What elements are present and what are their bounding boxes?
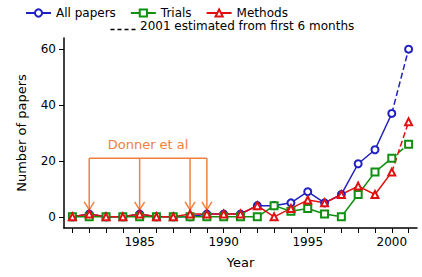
svg-text:All papers: All papers: [56, 6, 116, 20]
svg-text:Year: Year: [226, 255, 255, 270]
svg-text:Number of papers: Number of papers: [14, 74, 29, 192]
svg-text:40: 40: [41, 98, 56, 112]
svg-text:Trials: Trials: [160, 6, 192, 20]
svg-text:60: 60: [41, 42, 56, 56]
svg-text:2001 estimated from first 6 mo: 2001 estimated from first 6 months: [140, 19, 354, 33]
svg-text:1995: 1995: [292, 235, 323, 249]
svg-text:1990: 1990: [208, 235, 239, 249]
svg-text:Methods: Methods: [237, 6, 288, 20]
svg-text:Donner et al: Donner et al: [108, 137, 189, 152]
svg-text:1985: 1985: [124, 235, 155, 249]
svg-text:0: 0: [48, 210, 56, 224]
svg-text:20: 20: [41, 154, 56, 168]
svg-text:2000: 2000: [377, 235, 408, 249]
